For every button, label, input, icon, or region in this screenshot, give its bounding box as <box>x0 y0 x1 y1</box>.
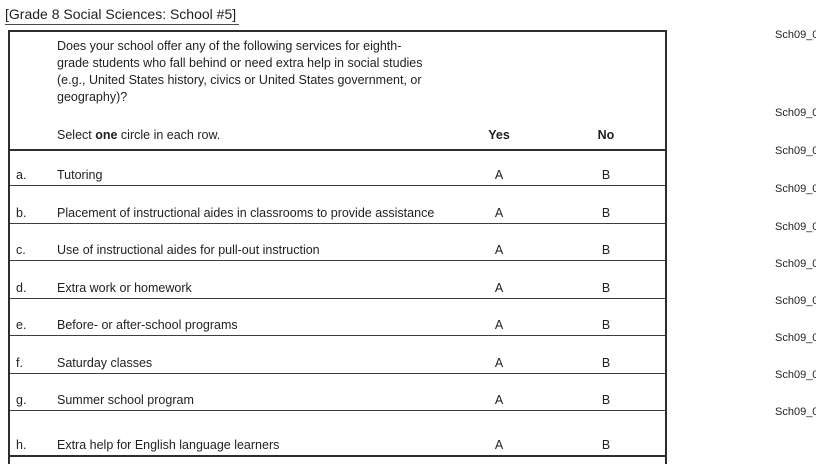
response-option-yes[interactable]: A <box>494 281 504 295</box>
question-text-line: geography)? <box>57 90 128 104</box>
response-option-no[interactable]: B <box>601 318 611 332</box>
margin-variable-label: Sch09_0 <box>775 29 816 41</box>
instruction-bold-word: one <box>95 128 118 142</box>
instruction-prefix: Select <box>57 128 96 142</box>
table-row: b. Placement of instructional aides in c… <box>10 186 665 224</box>
spacer-cell <box>10 128 57 143</box>
question-text-line: grade students who fall behind or need e… <box>57 56 423 70</box>
response-option-no[interactable]: B <box>601 393 611 407</box>
row-letter: h. <box>16 438 27 452</box>
table-row: a. Tutoring A B <box>10 151 665 186</box>
question-text: Does your school offer any of the follow… <box>57 38 665 106</box>
table-row: h. Extra help for English language learn… <box>10 411 665 457</box>
response-option-no[interactable]: B <box>601 356 611 370</box>
row-label: Use of instructional aides for pull-out … <box>57 243 320 257</box>
response-option-yes[interactable]: A <box>494 318 504 332</box>
response-option-no[interactable]: B <box>601 206 611 220</box>
response-option-yes[interactable]: A <box>494 206 504 220</box>
table-row: g. Summer school program A B <box>10 374 665 411</box>
questionnaire-table: Does your school offer any of the follow… <box>8 30 667 464</box>
row-letter: g. <box>16 393 27 407</box>
row-letter: e. <box>16 318 27 332</box>
response-option-no[interactable]: B <box>601 168 611 182</box>
instruction-suffix: circle in each row. <box>117 128 221 142</box>
question-text-line: Does your school offer any of the follow… <box>57 39 402 53</box>
instruction-row: Select one circle in each row. Yes No <box>10 128 665 143</box>
response-option-yes[interactable]: A <box>494 438 504 452</box>
question-text-line: (e.g., United States history, civics or … <box>57 73 422 87</box>
response-option-no[interactable]: B <box>601 281 611 295</box>
response-option-yes[interactable]: A <box>494 393 504 407</box>
row-label: Placement of instructional aides in clas… <box>57 206 435 220</box>
row-letter: f. <box>16 356 23 370</box>
column-header-yes: Yes <box>488 128 510 142</box>
row-letter: c. <box>16 243 26 257</box>
table-row: c. Use of instructional aides for pull-o… <box>10 224 665 261</box>
table-row: e. Before- or after-school programs A B <box>10 299 665 336</box>
margin-variable-label: Sch09_0 <box>775 332 816 344</box>
row-letter: b. <box>16 206 27 220</box>
margin-variable-label: Sch09_0 <box>775 406 816 418</box>
row-label: Tutoring <box>57 168 103 182</box>
table-header: Does your school offer any of the follow… <box>10 38 665 151</box>
margin-variable-label: Sch09_0 <box>775 183 816 195</box>
row-letter: a. <box>16 168 27 182</box>
response-option-no[interactable]: B <box>601 243 611 257</box>
row-label: Extra help for English language learners <box>57 438 280 452</box>
response-option-yes[interactable]: A <box>494 356 504 370</box>
response-option-no[interactable]: B <box>601 438 611 452</box>
table-row: f. Saturday classes A B <box>10 336 665 374</box>
row-label: Saturday classes <box>57 356 153 370</box>
margin-variable-label: Sch09_0 <box>775 107 816 119</box>
margin-variable-label: Sch09_0 <box>775 295 816 307</box>
margin-variable-label: Sch09_0 <box>775 369 816 381</box>
row-label: Extra work or homework <box>57 281 192 295</box>
row-label: Summer school program <box>57 393 194 407</box>
margin-variable-label: Sch09_0 <box>775 145 816 157</box>
response-option-yes[interactable]: A <box>494 168 504 182</box>
table-row: d. Extra work or homework A B <box>10 261 665 299</box>
margin-variable-label: Sch09_0 <box>775 258 816 270</box>
page-title: [Grade 8 Social Sciences: School #5] <box>5 6 240 25</box>
row-label: Before- or after-school programs <box>57 318 238 332</box>
margin-variable-label: Sch09_0 <box>775 221 816 233</box>
row-letter: d. <box>16 281 27 295</box>
column-header-no: No <box>597 128 615 142</box>
response-option-yes[interactable]: A <box>494 243 504 257</box>
instruction-text: Select one circle in each row. <box>57 128 451 143</box>
